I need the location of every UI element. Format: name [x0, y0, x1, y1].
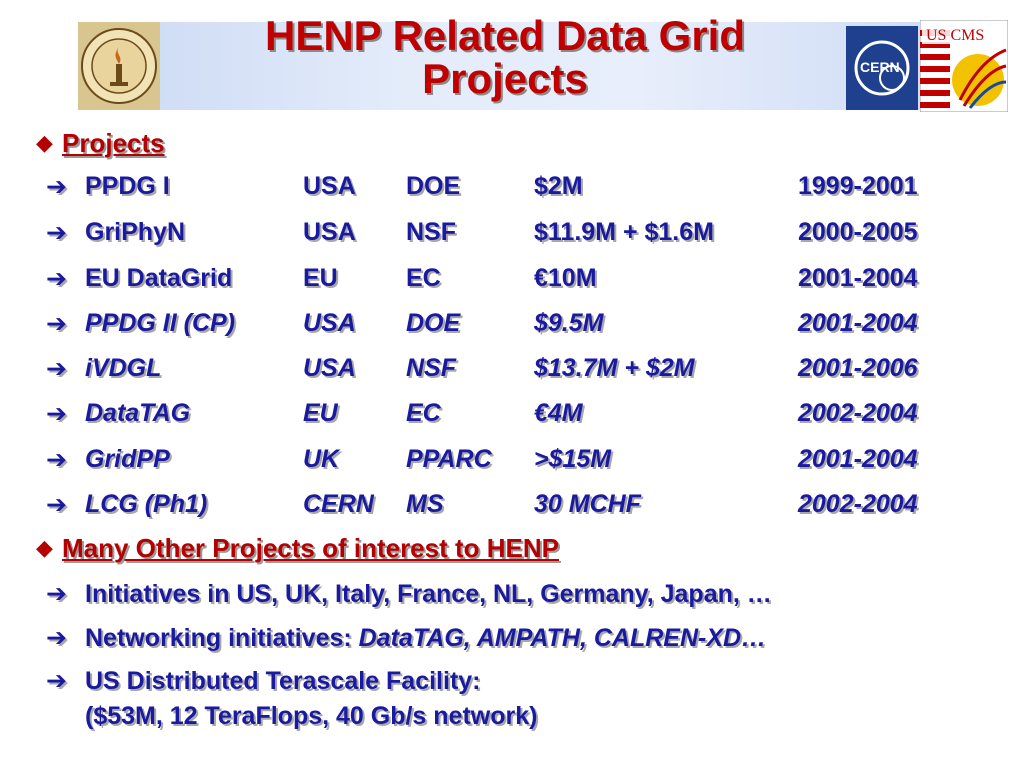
project-funding: $9.5M [534, 309, 604, 337]
arrow-icon: ➔ [46, 355, 67, 383]
project-agency: NSF [406, 354, 456, 382]
project-country: CERN [303, 490, 374, 518]
project-name: GridPP [85, 445, 170, 473]
project-name: LCG (Ph1) [85, 490, 208, 518]
project-country: USA [303, 309, 356, 337]
title-line-2: Projects [422, 55, 588, 102]
project-country: EU [303, 399, 338, 427]
project-funding: €4M [534, 399, 583, 427]
section-projects-label: Projects [62, 128, 165, 158]
arrow-icon: ➔ [46, 219, 67, 247]
project-agency: DOE [406, 309, 461, 337]
project-funding: $2M [534, 172, 583, 200]
project-agency: MS [406, 490, 444, 518]
project-name: iVDGL [85, 354, 162, 382]
arrow-icon: ➔ [46, 667, 67, 695]
section-projects-bullet: ◆ Projects [36, 128, 165, 158]
project-years: 2001-2006 [798, 354, 918, 382]
arrow-icon: ➔ [46, 265, 67, 293]
us-cms-logo-text: US CMS [926, 27, 984, 44]
project-years: 2000-2005 [798, 218, 918, 246]
project-country: UK [303, 445, 340, 473]
diamond-icon: ◆ [36, 535, 53, 560]
project-years: 2002-2004 [798, 399, 918, 427]
cern-logo: CERN [846, 26, 918, 110]
title-line-1: HENP Related Data Grid [264, 12, 746, 59]
section-other-bullet: ◆ Many Other Projects of interest to HEN… [36, 533, 559, 563]
arrow-icon: ➔ [46, 624, 67, 652]
project-years: 2001-2004 [798, 264, 918, 292]
slide-title: HENP Related Data Grid Projects [160, 14, 850, 100]
caltech-seal-logo [78, 22, 160, 110]
project-country: EU [303, 264, 338, 292]
project-years: 2001-2004 [798, 309, 918, 337]
arrow-icon: ➔ [46, 491, 67, 519]
project-funding: 30 MCHF [534, 490, 641, 518]
project-name: PPDG I [85, 172, 170, 200]
project-country: USA [303, 218, 356, 246]
project-years: 2002-2004 [798, 490, 918, 518]
us-cms-logo: US CMS [919, 19, 1009, 113]
project-name: DataTAG [85, 399, 191, 427]
list-item-text: US Distributed Terascale Facility: [85, 667, 481, 695]
project-name: EU DataGrid [85, 264, 233, 292]
project-agency: EC [406, 399, 441, 427]
project-name: PPDG II (CP) [85, 309, 236, 337]
project-agency: EC [406, 264, 441, 292]
project-funding: $13.7M + $2M [534, 354, 695, 382]
list-item-text: Initiatives in US, UK, Italy, France, NL… [85, 580, 772, 608]
section-other-label: Many Other Projects of interest to HENP [62, 533, 559, 563]
project-agency: DOE [406, 172, 461, 200]
list-item-italic-text: DataTAG, AMPATH, CALREN-XD… [358, 624, 767, 652]
list-item-text: Networking initiatives: [85, 624, 359, 652]
project-name: GriPhyN [85, 218, 186, 246]
diamond-icon: ◆ [36, 130, 53, 155]
project-country: USA [303, 354, 356, 382]
project-funding: €10M [534, 264, 597, 292]
project-funding: $11.9M + $1.6M [534, 218, 714, 246]
arrow-icon: ➔ [46, 173, 67, 201]
arrow-icon: ➔ [46, 310, 67, 338]
arrow-icon: ➔ [46, 446, 67, 474]
project-years: 2001-2004 [798, 445, 918, 473]
project-years: 1999-2001 [798, 172, 918, 200]
project-country: USA [303, 172, 356, 200]
cern-logo-text: CERN [860, 59, 900, 75]
project-agency: NSF [406, 218, 456, 246]
arrow-icon: ➔ [46, 580, 67, 608]
project-funding: >$15M [534, 445, 612, 473]
list-item-text: ($53M, 12 TeraFlops, 40 Gb/s network) [85, 702, 538, 730]
project-agency: PPARC [406, 445, 492, 473]
arrow-icon: ➔ [46, 400, 67, 428]
